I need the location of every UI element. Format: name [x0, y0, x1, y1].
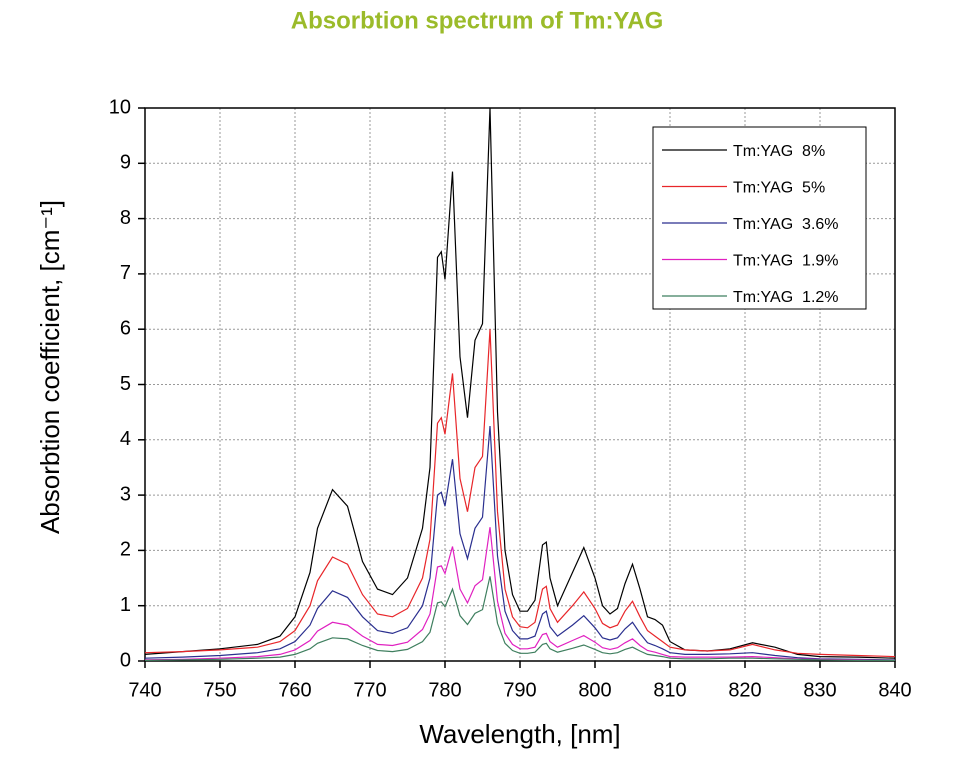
- legend-label: Tm:YAG 8%: [733, 143, 825, 160]
- y-tick-label: 9: [120, 152, 131, 174]
- y-tick-label: 6: [120, 317, 131, 339]
- y-tick-label: 10: [109, 96, 131, 118]
- series-line: [144, 329, 896, 658]
- legend-box: [652, 126, 867, 310]
- y-tick-label: 1: [120, 594, 131, 616]
- x-tick-label: 780: [428, 679, 461, 701]
- x-tick-label: 810: [653, 679, 686, 701]
- y-tick-label: 2: [120, 539, 131, 561]
- legend-label: Tm:YAG 1.9%: [733, 253, 839, 270]
- y-axis-label: Absorbtion coefficient, [cm⁻¹]: [35, 200, 65, 534]
- y-tick-label: 4: [120, 428, 131, 450]
- x-tick-label: 790: [503, 679, 536, 701]
- x-tick-label: 830: [803, 679, 836, 701]
- x-tick-label: 800: [578, 679, 611, 701]
- x-tick-label: 760: [278, 679, 311, 701]
- series-line: [144, 527, 896, 661]
- legend-label: Tm:YAG 1.2%: [733, 289, 839, 306]
- y-tick-label: 7: [120, 262, 131, 284]
- series-line: [144, 107, 896, 659]
- plot-frame: [144, 107, 896, 662]
- y-tick-label: 8: [120, 207, 131, 229]
- series-line: [144, 576, 895, 661]
- y-tick-label: 3: [120, 483, 131, 505]
- y-tick-label: 5: [120, 373, 131, 395]
- y-tick-label: 0: [120, 649, 131, 671]
- x-tick-label: 750: [203, 679, 236, 701]
- x-tick-label: 740: [128, 679, 161, 701]
- legend-label: Tm:YAG 3.6%: [733, 216, 839, 233]
- x-axis-label: Wavelength, [nm]: [419, 719, 620, 749]
- legend-label: Tm:YAG 5%: [733, 180, 825, 197]
- series-line: [144, 425, 896, 661]
- x-tick-label: 840: [878, 679, 911, 701]
- x-tick-label: 820: [728, 679, 761, 701]
- x-tick-label: 770: [353, 679, 386, 701]
- chart-title: Absorbtion spectrum of Tm:YAG: [291, 7, 663, 34]
